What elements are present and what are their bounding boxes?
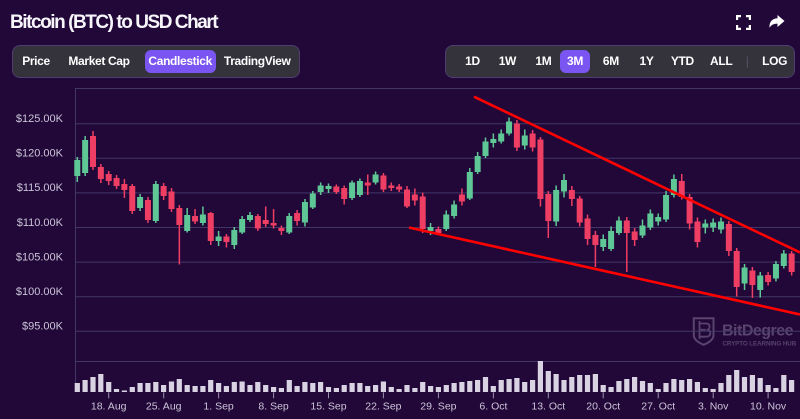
svg-text:$105.00K: $105.00K bbox=[16, 251, 64, 263]
svg-text:6. Oct: 6. Oct bbox=[479, 401, 507, 413]
svg-text:$120.00K: $120.00K bbox=[16, 148, 64, 160]
svg-text:29. Sep: 29. Sep bbox=[420, 401, 456, 413]
svg-text:8. Sep: 8. Sep bbox=[258, 401, 289, 413]
svg-text:3. Nov: 3. Nov bbox=[698, 401, 729, 413]
svg-text:$115.00K: $115.00K bbox=[17, 182, 64, 194]
svg-text:1. Sep: 1. Sep bbox=[203, 401, 234, 413]
svg-text:22. Sep: 22. Sep bbox=[365, 401, 401, 413]
svg-text:15. Sep: 15. Sep bbox=[310, 401, 346, 413]
svg-text:$95.00K: $95.00K bbox=[22, 321, 64, 333]
svg-text:20. Oct: 20. Oct bbox=[586, 401, 620, 413]
svg-text:$100.00K: $100.00K bbox=[16, 286, 64, 298]
svg-text:18. Aug: 18. Aug bbox=[91, 401, 127, 413]
svg-text:CRYPTO LEARNING HUB: CRYPTO LEARNING HUB bbox=[723, 341, 797, 348]
svg-text:10. Nov: 10. Nov bbox=[750, 401, 787, 413]
svg-text:25. Aug: 25. Aug bbox=[146, 401, 182, 413]
svg-text:$125.00K: $125.00K bbox=[16, 113, 64, 125]
svg-text:13. Oct: 13. Oct bbox=[531, 401, 565, 413]
svg-text:$110.00K: $110.00K bbox=[17, 217, 64, 229]
svg-text:27. Oct: 27. Oct bbox=[641, 401, 675, 413]
